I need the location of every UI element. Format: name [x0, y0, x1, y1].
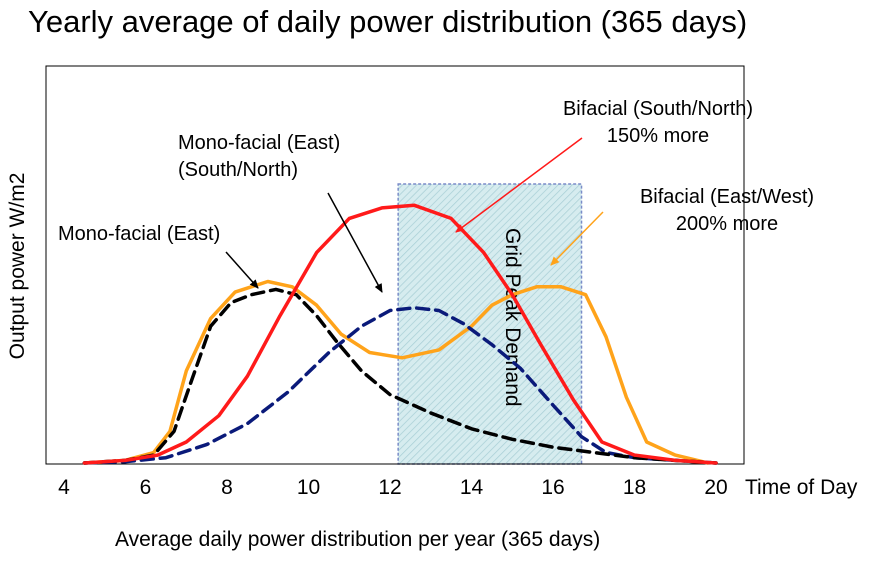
annotation-bifacial-east-west-text: 200% more	[676, 213, 778, 235]
series-mono-east	[82, 287, 718, 465]
x-tick-label: 4	[58, 476, 70, 499]
x-tick-label: 6	[140, 476, 152, 499]
y-axis-label: Output power W/m2	[6, 173, 29, 360]
x-tick-layer: 4 6 8 10 12 14 16 18 20	[58, 476, 728, 499]
annotation-mono-south-north-text: (South/North)	[178, 159, 298, 181]
peak-demand-band	[397, 183, 583, 465]
annotation-bifacial-east-west-text: Bifacial (East/West)	[640, 186, 814, 208]
x-tick-label: 10	[297, 476, 320, 499]
peak-demand-band-layer: Grid Peak Demand	[397, 183, 583, 465]
x-tick-label: 8	[221, 476, 233, 499]
series-bifacial-east-west	[82, 279, 710, 465]
annotation-bifacial-south-north-text: 150% more	[607, 125, 709, 147]
chart-title: Yearly average of daily power distributi…	[28, 4, 748, 39]
series-mono-south-north	[82, 306, 718, 465]
x-tick-label: 18	[623, 476, 646, 499]
chart-caption: Average daily power distribution per yea…	[115, 528, 601, 551]
x-tick-label: 16	[541, 476, 564, 499]
series-bifacial-south-north	[82, 203, 718, 465]
peak-demand-label: Grid Peak Demand	[501, 228, 524, 407]
annotation-mono-south-north-text: Mono-facial (East)	[178, 132, 340, 154]
annotation-mono-east-arrow	[225, 251, 259, 289]
annotation-layer: Mono-facial (East) Mono-facial (East) (Sou…	[58, 98, 814, 293]
x-tick-label: 20	[704, 476, 727, 499]
x-tick-label: 12	[378, 476, 401, 499]
plot-area-frame	[45, 65, 745, 465]
annotation-bifacial-east-west-arrow	[550, 211, 604, 266]
annotation-mono-east-text: Mono-facial (East)	[58, 223, 220, 245]
series-layer	[82, 203, 718, 465]
annotation-bifacial-south-north-text: Bifacial (South/North)	[563, 98, 753, 120]
annotation-bifacial-south-north-arrow	[455, 137, 583, 233]
annotation-mono-south-north-arrow	[327, 192, 383, 293]
x-tick-label: 14	[460, 476, 484, 499]
x-axis-label: Time of Day	[745, 476, 858, 499]
